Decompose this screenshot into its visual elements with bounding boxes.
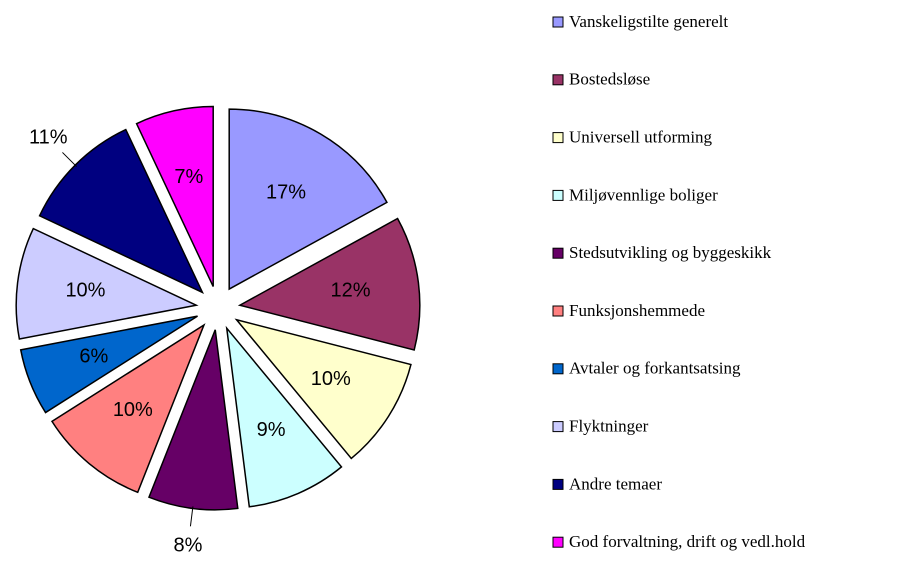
- pie-slice: [228, 108, 388, 291]
- legend-swatch: [552, 189, 564, 201]
- legend-label: Funksjonshemmede: [569, 301, 705, 320]
- pie-slice: [234, 318, 412, 460]
- data-label: 12%: [331, 280, 371, 302]
- legend-swatch: [552, 478, 564, 490]
- pie-slice: [50, 323, 206, 494]
- legend-swatch: [552, 16, 564, 28]
- legend-label: God forvaltning, drift og vedl.hold: [569, 532, 806, 551]
- pie-slice: [225, 325, 343, 508]
- legend-swatch: [552, 74, 564, 86]
- legend-swatch: [552, 132, 564, 144]
- pie-slice: [237, 217, 421, 351]
- data-label: 7%: [174, 166, 203, 188]
- data-label: 10%: [113, 399, 153, 421]
- legend-swatch: [552, 536, 564, 548]
- leader-line: [189, 506, 194, 527]
- data-label: 10%: [65, 280, 105, 302]
- legend-label: Universell utforming: [569, 128, 713, 147]
- pie-slice: [15, 227, 199, 340]
- pie-slice: [19, 315, 198, 414]
- legend-label: Miljøvennlige boliger: [569, 185, 718, 204]
- legend-label: Stedsutvikling og byggeskikk: [569, 243, 772, 262]
- data-label: 11%: [29, 127, 68, 149]
- legend-swatch: [552, 305, 564, 317]
- legend-swatch: [552, 421, 564, 433]
- data-label: 10%: [311, 368, 351, 390]
- pie-slice: [135, 105, 214, 287]
- data-label: 17%: [266, 181, 306, 203]
- data-label: 8%: [173, 534, 202, 556]
- legend-swatch: [552, 247, 564, 259]
- legend-swatch: [552, 363, 564, 375]
- leader-line: [62, 152, 77, 167]
- data-label: 6%: [79, 345, 108, 367]
- legend-label: Andre temaer: [569, 474, 662, 493]
- legend-label: Bostedsløse: [569, 70, 650, 89]
- legend-label: Avtaler og forkantsatsing: [569, 359, 741, 378]
- legend-label: Vanskeligstilte generelt: [569, 12, 728, 31]
- legend-label: Flyktninger: [569, 417, 649, 436]
- data-label: 9%: [257, 419, 286, 441]
